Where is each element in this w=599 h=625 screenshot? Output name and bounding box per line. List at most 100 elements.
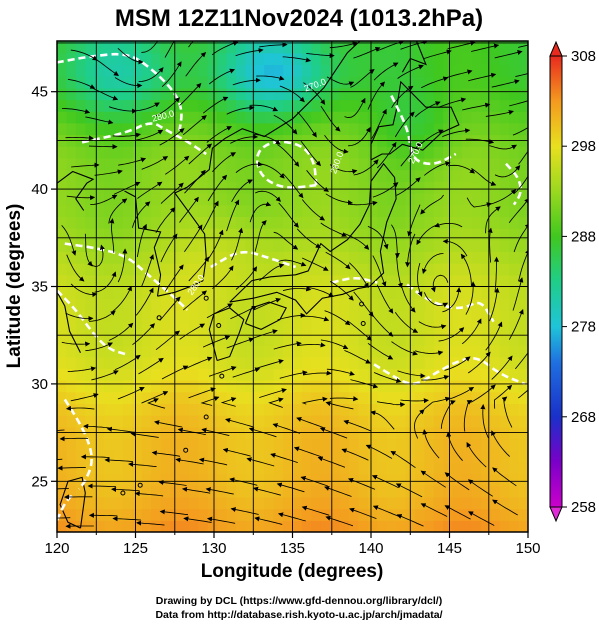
temperature-cell <box>424 146 435 159</box>
temperature-cell <box>273 473 284 486</box>
temperature-cell <box>518 146 528 159</box>
temperature-cell <box>207 111 218 124</box>
temperature-cell <box>339 508 350 521</box>
streamline <box>135 287 154 316</box>
temperature-cell <box>75 274 86 288</box>
temperature-cell <box>396 298 407 311</box>
temperature-cell <box>452 345 463 358</box>
temperature-cell <box>462 368 473 381</box>
temperature-cell <box>452 368 463 381</box>
temperature-cell <box>358 216 369 229</box>
temperature-cell <box>471 111 482 124</box>
temperature-cell <box>480 473 491 486</box>
temperature-cell <box>367 450 378 463</box>
temperature-cell <box>349 239 359 252</box>
temperature-cell <box>245 461 256 475</box>
temperature-cell <box>264 415 275 428</box>
temperature-cell <box>301 508 312 521</box>
temperature-cell <box>471 520 482 532</box>
temperature-cell <box>462 415 473 428</box>
streamline <box>155 97 181 117</box>
temperature-cell <box>358 76 369 89</box>
temperature-cell <box>273 485 284 498</box>
temperature-cell <box>415 41 425 54</box>
temperature-cell <box>104 415 115 428</box>
temperature-cell <box>207 496 218 510</box>
temperature-cell <box>415 204 425 217</box>
temperature-cell <box>236 87 246 101</box>
streamline <box>349 262 369 289</box>
temperature-cell <box>236 356 246 369</box>
temperature-cell <box>462 76 473 89</box>
temperature-cell <box>226 333 237 346</box>
temperature-cell <box>236 403 246 416</box>
temperature-cell <box>151 415 162 428</box>
streamline <box>471 168 497 186</box>
temperature-cell <box>471 76 482 89</box>
streamline <box>462 102 491 111</box>
streamline <box>438 97 467 108</box>
temperature-cell <box>104 146 115 159</box>
colorbar-tick-label: 278 <box>571 319 596 336</box>
temperature-cell <box>320 146 331 159</box>
streamline <box>226 105 255 115</box>
temperature-cell <box>122 496 133 510</box>
temperature-cell <box>452 157 463 171</box>
temperature-cell <box>301 181 312 194</box>
temperature-cell <box>490 438 501 451</box>
temperature-cell <box>452 64 463 77</box>
temperature-cell <box>480 87 491 101</box>
temperature-cell <box>254 473 265 486</box>
streamline <box>325 193 354 206</box>
streamline <box>509 100 528 107</box>
streamline <box>254 220 267 252</box>
temperature-cell <box>301 496 312 510</box>
temperature-cell <box>160 415 171 428</box>
temperature-cell <box>94 345 105 358</box>
temperature-cell <box>386 298 397 311</box>
temperature-cell <box>66 41 77 54</box>
temperature-cell <box>509 216 520 229</box>
temperature-cell <box>320 450 331 463</box>
temperature-cell <box>104 508 115 521</box>
temperature-cell <box>320 251 331 264</box>
temperature-cell <box>141 169 152 182</box>
temperature-cell <box>273 274 284 288</box>
temperature-cell <box>160 333 171 346</box>
temperature-cell <box>94 309 105 323</box>
temperature-cell <box>509 520 520 532</box>
temperature-cell <box>509 251 520 264</box>
temperature-cell <box>339 309 350 323</box>
temperature-cell <box>471 415 482 428</box>
temperature-cell <box>104 52 115 65</box>
temperature-cell <box>198 251 209 264</box>
temperature-cell <box>122 415 133 428</box>
temperature-cell <box>264 193 275 206</box>
temperature-cell <box>245 239 256 252</box>
temperature-cell <box>480 461 491 475</box>
temperature-cell <box>396 122 407 136</box>
temperature-cell <box>377 438 388 451</box>
temperature-cell <box>179 485 190 498</box>
temperature-cell <box>358 391 369 404</box>
streamline <box>179 196 199 223</box>
temperature-cell <box>330 520 341 532</box>
temperature-cell <box>311 415 322 428</box>
temperature-cell <box>57 64 67 77</box>
temperature-cell <box>311 228 322 241</box>
temperature-cell <box>94 76 105 89</box>
temperature-cell <box>160 286 171 299</box>
temperature-cell <box>113 41 124 54</box>
temperature-cell <box>471 450 482 463</box>
streamline <box>114 77 143 89</box>
streamline <box>487 227 493 263</box>
x-tick-label: 140 <box>358 540 383 557</box>
temperature-cell <box>207 181 218 194</box>
temperature-cell <box>245 41 256 54</box>
temperature-cell <box>320 321 331 334</box>
temperature-cell <box>94 111 105 124</box>
temperature-cell <box>509 485 520 498</box>
temperature-cell <box>254 508 265 521</box>
